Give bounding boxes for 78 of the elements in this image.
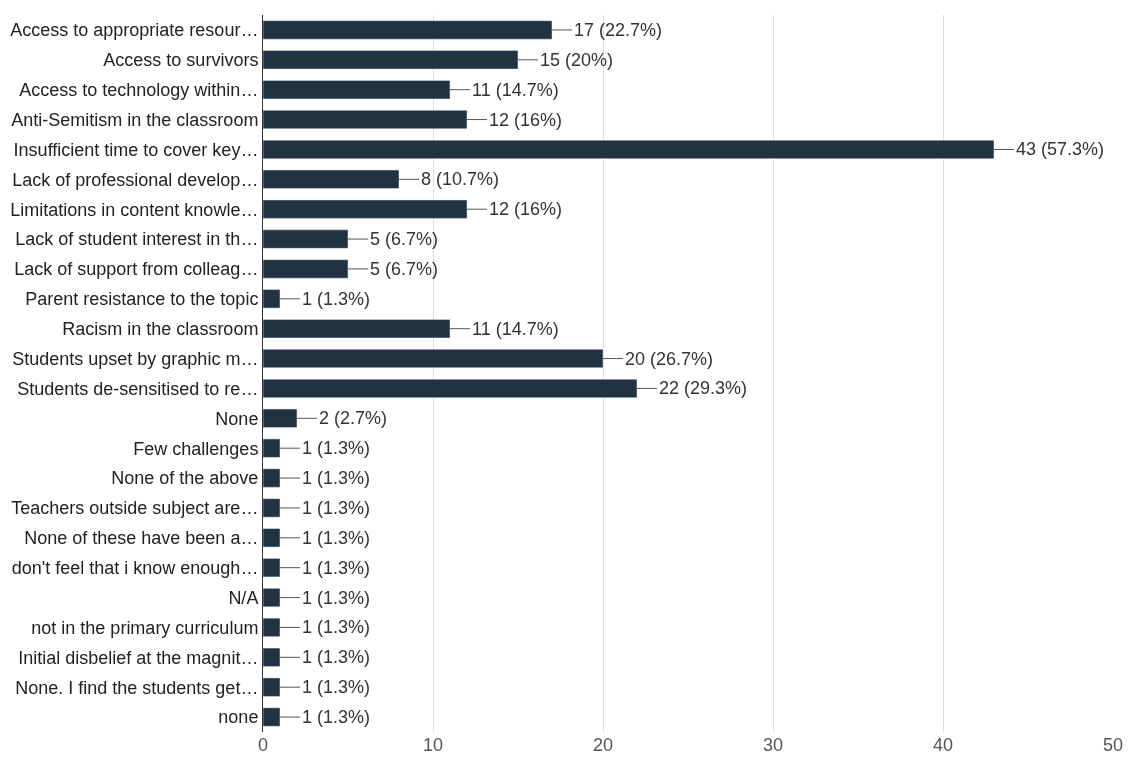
y-tick-label: None of these have been a… <box>24 528 259 549</box>
y-tick-label: None <box>215 408 259 429</box>
data-label: 17 (22.7%) <box>574 20 663 40</box>
data-label: 12 (16%) <box>489 110 563 130</box>
bar <box>263 169 400 189</box>
y-tick-label: None of the above <box>111 468 259 489</box>
x-tick-label: 20 <box>592 735 614 755</box>
data-label: 1 (1.3%) <box>302 438 371 458</box>
bar <box>263 289 281 309</box>
data-label: 2 (2.7%) <box>319 408 388 428</box>
bar <box>263 498 281 518</box>
y-tick-label: Lack of support from colleag… <box>14 259 259 280</box>
bar <box>263 588 281 608</box>
y-tick-label: None. I find the students get… <box>15 677 259 698</box>
y-tick-label: not in the primary curriculum <box>31 617 259 638</box>
y-tick-label: Anti-Semitism in the classroom <box>11 109 259 130</box>
bar <box>263 229 349 249</box>
y-tick-label: N/A <box>228 587 259 608</box>
bar <box>263 378 638 398</box>
bar <box>263 707 281 727</box>
data-label: 1 (1.3%) <box>302 558 371 578</box>
bar <box>263 558 281 578</box>
data-label: 8 (10.7%) <box>421 169 500 189</box>
y-tick-label: Lack of professional develop… <box>12 169 259 190</box>
data-label: 1 (1.3%) <box>302 468 371 488</box>
bar <box>263 110 468 130</box>
data-label: 1 (1.3%) <box>302 677 371 697</box>
data-label: 5 (6.7%) <box>370 229 439 249</box>
y-tick-label: Racism in the classroom <box>62 318 259 339</box>
x-tick-label: 50 <box>1102 735 1124 755</box>
data-label: 15 (20%) <box>540 50 614 70</box>
bar <box>263 20 553 40</box>
data-label: 1 (1.3%) <box>302 617 371 637</box>
y-tick-label: Initial disbelief at the magnit… <box>18 647 259 668</box>
y-tick-label: Teachers outside subject are… <box>11 498 259 519</box>
data-label: 11 (14.7%) <box>472 80 559 100</box>
data-label: 43 (57.3%) <box>1016 139 1105 159</box>
y-tick-label: Parent resistance to the topic <box>25 289 259 310</box>
data-label: 1 (1.3%) <box>302 528 371 548</box>
bar <box>263 199 468 219</box>
bar <box>263 677 281 697</box>
data-label: 5 (6.7%) <box>370 259 439 279</box>
y-tick-label: Access to survivors <box>103 50 259 71</box>
data-label: 12 (16%) <box>489 199 563 219</box>
data-label: 1 (1.3%) <box>302 588 371 608</box>
y-tick-label: Limitations in content knowle… <box>10 199 259 220</box>
x-tick-label: 10 <box>422 735 444 755</box>
bar <box>263 80 451 100</box>
bar <box>263 50 519 70</box>
bar <box>263 139 995 159</box>
bar <box>263 408 298 428</box>
y-tick-label: Few challenges <box>133 438 259 459</box>
y-tick-label: Insufficient time to cover key… <box>13 139 259 160</box>
data-label: 1 (1.3%) <box>302 707 371 727</box>
data-label: 1 (1.3%) <box>302 289 371 309</box>
data-label: 22 (29.3%) <box>659 378 748 398</box>
bar <box>263 438 281 458</box>
y-tick-label: Access to appropriate resour… <box>10 20 259 41</box>
data-label: 11 (14.7%) <box>472 319 559 339</box>
data-label: 20 (26.7%) <box>625 349 714 369</box>
x-tick-label: 0 <box>257 735 269 755</box>
x-tick-label: 30 <box>762 735 784 755</box>
bar <box>263 528 281 548</box>
bar <box>263 319 451 339</box>
bar <box>263 647 281 667</box>
bar <box>263 617 281 637</box>
y-tick-label: Lack of student interest in th… <box>15 229 259 250</box>
y-tick-label: don't feel that i know enough… <box>11 557 259 578</box>
y-tick-label: none <box>218 707 259 728</box>
y-tick-label: Students upset by graphic m… <box>12 348 259 369</box>
bar <box>263 259 349 279</box>
y-tick-label: Access to technology within… <box>19 79 259 100</box>
x-tick-label: 40 <box>932 735 954 755</box>
data-label: 1 (1.3%) <box>302 647 371 667</box>
y-tick-label: Students de-sensitised to re… <box>17 378 259 399</box>
data-label: 1 (1.3%) <box>302 498 371 518</box>
bar <box>263 468 281 488</box>
bar <box>263 349 604 369</box>
